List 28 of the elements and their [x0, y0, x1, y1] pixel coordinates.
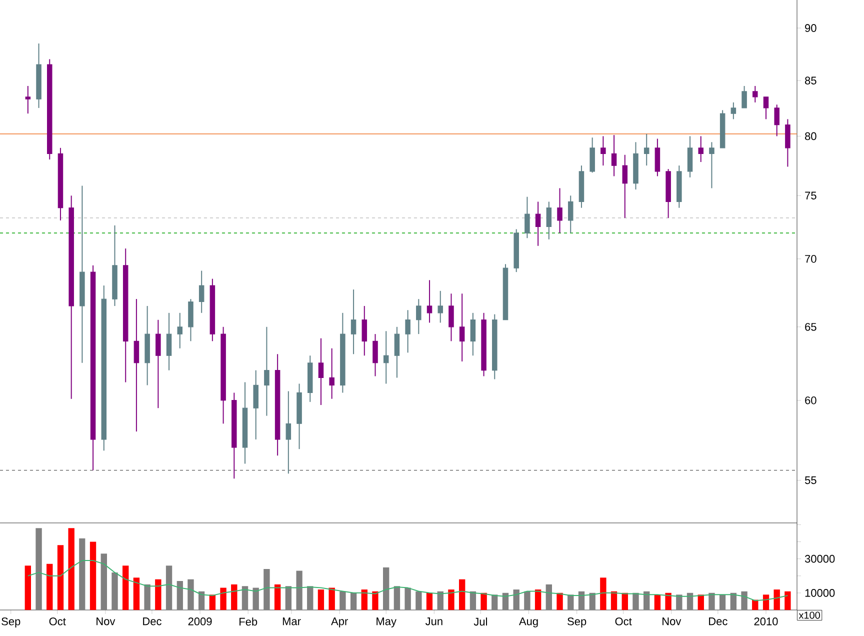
x-tick-label: Oct	[615, 618, 632, 626]
x-tick-label: Jul	[474, 618, 487, 626]
x-tick-label: Nov	[662, 618, 682, 626]
x-tick-label: Nov	[96, 618, 116, 626]
y-tick-label: 90	[805, 24, 816, 32]
y-tick-label: 70	[805, 255, 816, 263]
y-tick-label: 60	[805, 396, 816, 404]
y-tick-label: 65	[805, 323, 816, 331]
x-tick-label: May	[376, 618, 396, 628]
y-tick-label: 55	[804, 476, 816, 484]
x-tick-label: Sep	[568, 618, 586, 628]
y-tick-label: 10000	[805, 589, 835, 597]
y-tick-label: 85	[805, 76, 816, 84]
x-tick-label: Dec	[143, 618, 162, 626]
x-tick-label: 2010	[754, 618, 778, 626]
x-tick-label: Aug	[518, 618, 538, 628]
x-tick-label: Jun	[425, 618, 442, 626]
y-tick-label: 80	[805, 132, 816, 140]
y-tick-label: 30000	[804, 554, 835, 563]
y-tick-label: 75	[805, 192, 816, 200]
text: x100	[798, 612, 820, 619]
x-tick-label: 2009	[188, 618, 212, 626]
x-tick-label: Mar	[282, 618, 301, 626]
x-tick-label: Apr	[331, 618, 348, 628]
x-tick-label: Sep	[2, 618, 20, 628]
x-tick-label: Dec	[709, 618, 728, 626]
x-tick-label: Oct	[49, 618, 66, 626]
x-tick-label: Feb	[240, 618, 258, 626]
